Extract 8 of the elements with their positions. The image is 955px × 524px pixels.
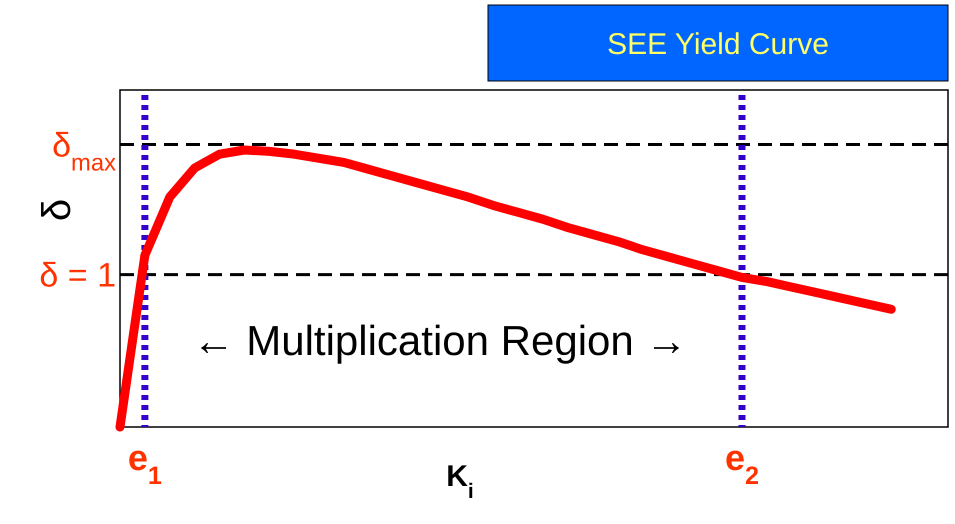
y-axis-title: δ: [35, 198, 79, 222]
annotation: ← Multiplication Region →: [192, 317, 688, 364]
x-tick-label: e$_{2}$: [724, 437, 760, 490]
x-tick-label: e$_{1}$: [128, 437, 162, 490]
chart-title: SEE Yield Curve: [607, 28, 829, 61]
ref-line-label: δ = 1: [39, 256, 116, 295]
x-axis-title: K$_{i}$: [446, 460, 474, 502]
ref-line-label: δ$_{max}$: [52, 126, 116, 176]
